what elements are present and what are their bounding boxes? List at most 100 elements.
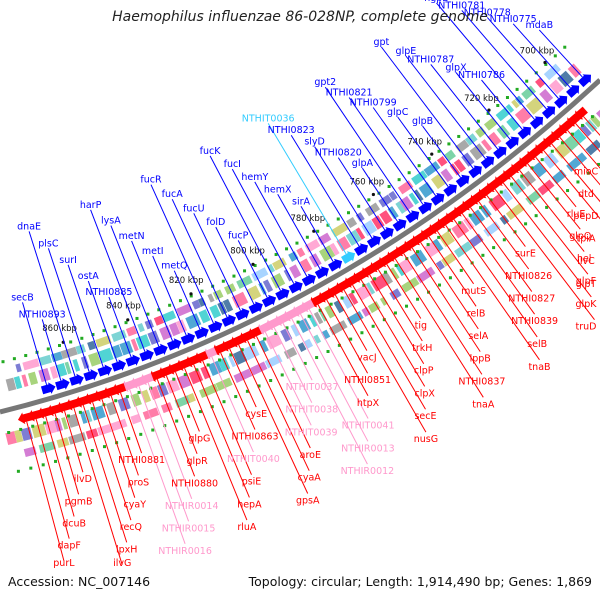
reverse-gene-leader	[445, 225, 540, 361]
forward-gc-block	[22, 358, 40, 371]
gene-label-mdab: mdaB	[525, 20, 553, 31]
forward-ring-dot	[135, 316, 139, 320]
reverse-composition-block	[333, 299, 345, 314]
forward-ring-dot	[295, 241, 299, 245]
forward-gene-arrow	[405, 210, 420, 224]
reverse-gene-leader	[527, 163, 581, 230]
gene-label-nthi0786: NTHI0786	[458, 70, 505, 81]
reverse-gene-leader	[220, 352, 256, 430]
forward-composition-block	[371, 215, 385, 230]
forward-ring-dot	[91, 333, 95, 337]
reverse-composition-block	[130, 392, 142, 407]
forward-gc-block	[60, 346, 78, 360]
reverse-gene-leader	[291, 318, 368, 465]
gene-label-mioc: mioC	[574, 167, 599, 178]
reverse-gc-block	[250, 361, 268, 376]
reverse-gene-leader	[120, 392, 143, 454]
forward-composition-block	[481, 139, 493, 152]
reverse-ring-dot	[195, 368, 199, 372]
reverse-gene-arrow	[486, 179, 500, 192]
forward-gc-block	[388, 190, 398, 201]
reverse-ring-dot	[43, 421, 47, 425]
reverse-composition-block	[95, 405, 106, 420]
reverse-gene-leader	[334, 294, 368, 351]
reverse-ring-dot	[383, 270, 387, 274]
accession-text: Accession: NC_007146	[8, 574, 151, 589]
forward-gc-block	[378, 194, 393, 208]
forward-gene-leader	[231, 168, 295, 284]
reverse-composition-block	[438, 230, 455, 248]
reverse-gc-block	[313, 334, 322, 344]
reverse-ring-dot	[489, 198, 493, 202]
reverse-gene-arrow	[502, 166, 517, 180]
forward-gene-leader	[512, 23, 571, 89]
outer-reverse-ring-dot	[198, 410, 202, 414]
reverse-gene-leader	[343, 289, 427, 433]
forward-gene-leader	[405, 55, 486, 160]
forward-composition-block	[299, 258, 313, 273]
reverse-composition-block	[188, 369, 204, 385]
reverse-gc-block	[297, 342, 307, 352]
forward-gene-leader	[41, 319, 62, 381]
reverse-composition-block	[531, 162, 547, 178]
forward-gene-leader	[277, 194, 321, 270]
forward-composition-block	[469, 143, 487, 161]
gene-label-tnab: tnaB	[528, 362, 550, 373]
reverse-gene-arrow	[558, 120, 573, 134]
reverse-ring-dot	[7, 431, 11, 435]
reverse-composition-block	[176, 374, 191, 390]
reverse-gc-block	[38, 441, 57, 454]
reverse-gc-block	[346, 310, 364, 326]
forward-composition-block	[506, 117, 520, 132]
outer-reverse-ring-dot	[175, 419, 179, 423]
reverse-ring-dot	[351, 290, 355, 294]
forward-gene-arrow	[111, 359, 127, 372]
reverse-gene-leader	[156, 379, 196, 477]
reverse-composition-block	[20, 426, 34, 442]
gene-label-tpia: tpiA	[577, 234, 596, 245]
forward-ring-dot	[326, 223, 330, 227]
reverse-gene-leader	[478, 201, 530, 270]
forward-ring-dot	[168, 303, 172, 307]
outer-reverse-ring-dot	[349, 337, 353, 341]
reverse-gene-leader	[101, 398, 136, 498]
outer-reverse-ring-dot	[393, 311, 397, 315]
reverse-ring-dot	[137, 390, 141, 394]
reverse-composition-block	[348, 292, 359, 305]
gene-label-hemx: hemX	[264, 184, 292, 195]
gene-label-hel: hel	[577, 254, 592, 265]
outer-reverse-ring-dot	[292, 367, 296, 371]
gene-label-slyd: slyD	[304, 137, 325, 148]
reverse-composition-block	[265, 333, 282, 350]
outer-reverse-ring-dot	[222, 400, 226, 404]
outer-reverse-ring-dot	[459, 268, 463, 272]
forward-gc-block	[464, 133, 478, 146]
forward-gene-leader	[173, 270, 201, 330]
reverse-composition-block	[67, 413, 79, 428]
gene-label-dcub: dcuB	[62, 519, 86, 530]
outer-reverse-ring-dot	[102, 445, 106, 449]
reverse-gene-arrow	[17, 412, 33, 425]
reverse-gc-block	[379, 296, 388, 306]
forward-ring-dot	[221, 279, 225, 283]
gene-label-nthi0781: NTHI0781	[438, 0, 485, 11]
forward-gene-arrow	[392, 218, 407, 232]
forward-ring-dot	[525, 79, 529, 83]
outer-reverse-ring-dot	[405, 304, 409, 308]
reverse-composition-block	[572, 128, 587, 144]
gene-label-glpg: glpG	[188, 433, 210, 444]
reverse-ring-dot	[206, 363, 210, 367]
forward-gc-block	[444, 149, 457, 162]
reverse-gene-leader	[64, 410, 84, 473]
gene-label-aroe: aroE	[300, 450, 321, 461]
forward-ring-dot	[486, 111, 490, 115]
reverse-ring-dot	[78, 410, 82, 414]
reverse-gene-leader	[519, 169, 585, 252]
forward-composition-block	[453, 158, 467, 173]
forward-gene-leader	[436, 2, 535, 120]
track-layer	[5, 63, 600, 458]
reverse-ring-dot	[499, 190, 503, 194]
reverse-gc-block	[401, 277, 420, 293]
forward-gc-block	[296, 247, 306, 258]
forward-composition-block	[355, 227, 366, 240]
